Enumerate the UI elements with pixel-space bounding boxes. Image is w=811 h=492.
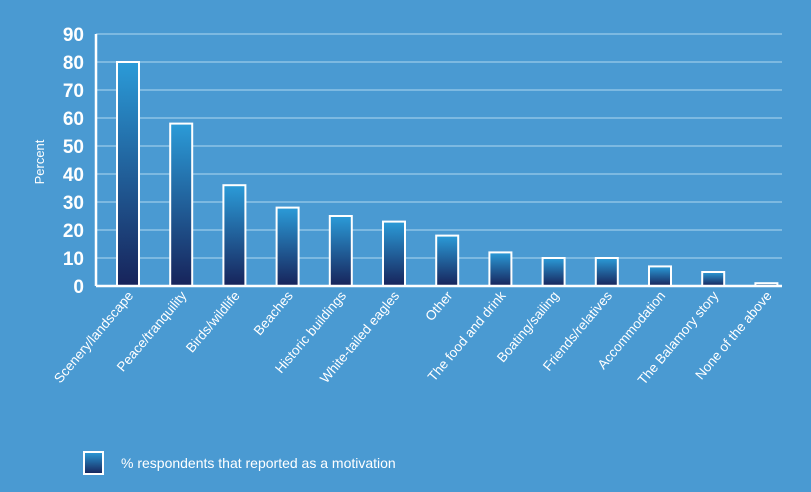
y-tick-label: 70 xyxy=(63,81,84,102)
bar xyxy=(116,61,140,287)
y-tick-label: 90 xyxy=(63,25,84,46)
legend-label: % respondents that reported as a motivat… xyxy=(121,455,396,471)
bar xyxy=(435,234,460,288)
bar xyxy=(382,220,406,288)
legend-swatch xyxy=(83,451,104,475)
y-tick-label: 80 xyxy=(63,53,84,74)
legend: % respondents that reported as a motivat… xyxy=(83,451,396,475)
y-axis-title: Percent xyxy=(32,139,47,184)
gridlines xyxy=(96,33,782,259)
bar xyxy=(648,265,672,287)
y-tick-label: 50 xyxy=(63,137,84,158)
y-axis-ticks: 0 10 20 30 40 50 60 70 80 90 xyxy=(63,25,84,298)
bar xyxy=(701,271,726,287)
bar xyxy=(328,215,353,287)
bar xyxy=(275,206,300,288)
bar xyxy=(594,257,619,287)
y-tick-label: 10 xyxy=(63,249,84,270)
y-tick-label: 0 xyxy=(73,277,84,298)
y-tick-label: 20 xyxy=(63,221,84,242)
y-tick-label: 40 xyxy=(63,165,84,186)
y-tick-label: 30 xyxy=(63,193,84,214)
bar xyxy=(541,257,566,287)
bar xyxy=(222,184,247,287)
bar xyxy=(488,251,513,287)
y-tick-label: 60 xyxy=(63,109,84,130)
bars xyxy=(116,61,779,288)
bar xyxy=(169,122,194,287)
